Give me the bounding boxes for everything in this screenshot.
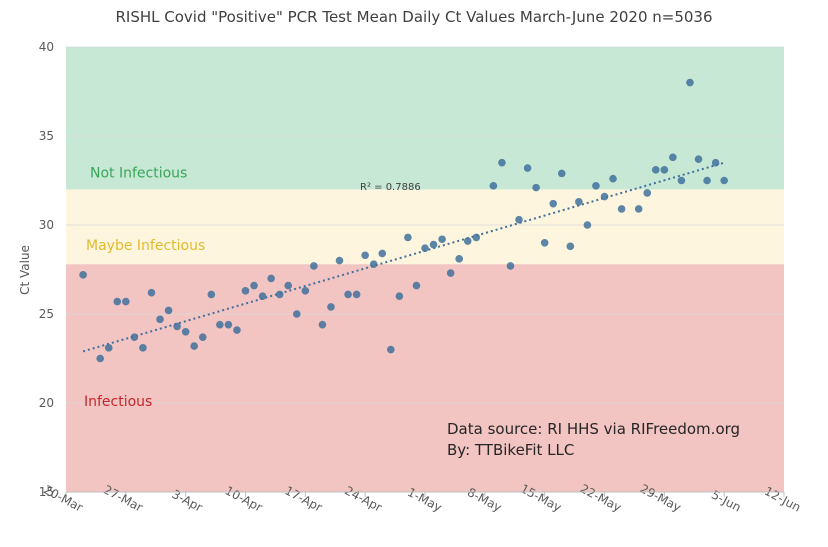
point — [412, 281, 421, 290]
point — [506, 262, 515, 270]
point — [258, 292, 267, 301]
point — [122, 297, 130, 306]
point — [284, 281, 293, 290]
point — [207, 290, 216, 299]
point — [455, 255, 463, 263]
point — [575, 198, 583, 206]
chart-title: RISHL Covid "Positive" PCR Test Mean Dai… — [115, 8, 712, 26]
point — [267, 274, 275, 283]
trendline — [82, 161, 725, 353]
point — [335, 256, 344, 265]
annotation: Data source: RI HHS via RIFreedom.org — [447, 420, 740, 438]
point — [387, 345, 395, 354]
point — [241, 287, 250, 295]
zone — [66, 47, 784, 190]
point — [369, 260, 378, 268]
point — [660, 166, 669, 174]
point — [352, 290, 361, 299]
point — [79, 271, 87, 279]
point — [421, 244, 429, 252]
point — [634, 205, 643, 213]
point — [156, 315, 164, 324]
point — [301, 287, 310, 295]
point — [489, 182, 498, 190]
point — [139, 344, 147, 352]
annotation: By: TTBikeFit LLC — [447, 441, 574, 459]
point — [686, 78, 694, 87]
point — [378, 249, 387, 258]
y-tick-label: 15 — [39, 485, 54, 499]
point — [600, 192, 609, 201]
point — [720, 176, 728, 185]
zone — [66, 264, 784, 492]
point — [327, 303, 335, 311]
y-tick-label: 30 — [39, 218, 54, 232]
point — [703, 176, 711, 185]
point — [592, 182, 600, 190]
y-tick-label: 20 — [39, 396, 54, 410]
point — [694, 155, 703, 163]
point — [669, 153, 677, 162]
point — [515, 215, 523, 224]
point — [113, 297, 122, 306]
point — [711, 158, 720, 167]
point — [275, 290, 284, 299]
point — [361, 251, 369, 260]
zone-label: Not Infectious — [90, 165, 187, 181]
point — [198, 333, 207, 341]
point — [429, 240, 438, 249]
y-axis-label: Ct Value — [18, 245, 32, 295]
point — [190, 342, 199, 350]
point — [549, 199, 558, 208]
point — [292, 310, 301, 318]
point — [651, 166, 660, 174]
point — [224, 320, 233, 329]
point — [104, 344, 113, 352]
point — [643, 189, 652, 197]
point — [147, 288, 156, 297]
point — [677, 176, 686, 185]
point — [344, 290, 352, 299]
point — [532, 183, 540, 192]
y-tick-label: 25 — [39, 307, 54, 321]
r-squared-label: R² = 0.7886 — [360, 182, 421, 193]
point — [609, 174, 617, 183]
point — [472, 233, 481, 242]
point — [233, 326, 241, 334]
zone-label: Infectious — [84, 394, 152, 410]
point — [566, 242, 575, 251]
point — [173, 322, 181, 331]
point — [540, 239, 549, 247]
point — [250, 281, 258, 290]
point — [438, 235, 446, 244]
point — [96, 354, 104, 363]
point — [463, 237, 472, 245]
y-tick-label: 40 — [39, 40, 54, 54]
point — [318, 320, 327, 329]
point — [310, 262, 318, 270]
zone-label: Maybe Infectious — [86, 238, 205, 254]
point — [130, 333, 139, 341]
point — [446, 269, 455, 277]
point — [617, 205, 626, 213]
point — [498, 158, 506, 167]
point — [164, 306, 173, 315]
point — [583, 221, 592, 229]
point — [216, 320, 224, 329]
point — [395, 292, 404, 301]
point — [181, 328, 190, 336]
y-tick-label: 35 — [39, 129, 54, 143]
point — [404, 233, 412, 242]
point — [523, 164, 532, 172]
point — [557, 169, 566, 178]
